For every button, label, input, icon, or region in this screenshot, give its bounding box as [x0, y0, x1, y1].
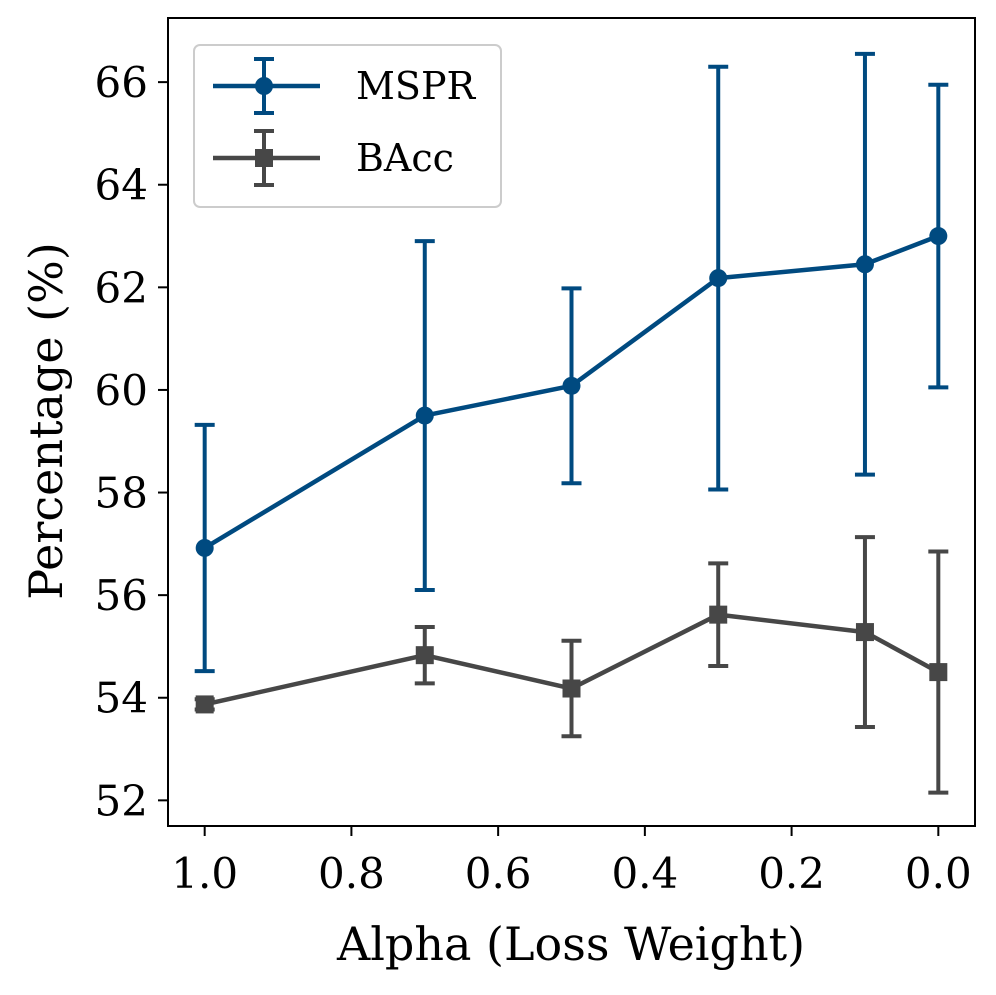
x-tick-label: 0.4 — [611, 849, 678, 898]
x-tick-label: 0.2 — [758, 849, 825, 898]
x-tick-label: 1.0 — [171, 849, 238, 898]
x-tick-label: 0.6 — [465, 849, 532, 898]
series-line — [203, 233, 940, 550]
series-bacc — [194, 535, 949, 795]
data-point — [855, 623, 874, 642]
legend: MSPR BAcc — [193, 44, 502, 208]
data-point — [929, 663, 948, 682]
data-point — [415, 406, 434, 425]
y-axis-label: Percentage (%) — [19, 242, 73, 600]
x-tick-label: 0.0 — [905, 849, 972, 898]
series-mspr — [194, 51, 949, 674]
legend-marker — [255, 77, 273, 95]
y-tick-label: 66 — [95, 58, 148, 107]
legend-marker — [255, 149, 273, 167]
legend-label: BAcc — [356, 136, 454, 180]
axes: 1.0 0.8 0.6 0.4 0.2 0.0 52 54 56 58 60 62 64 66 — [95, 17, 976, 898]
y-tick-label: 62 — [95, 263, 148, 312]
x-axis-label: Alpha (Loss Weight) — [336, 917, 805, 971]
series-line — [204, 612, 940, 707]
y-tick-label: 60 — [95, 366, 148, 415]
y-tick-label: 54 — [95, 674, 148, 723]
data-point — [195, 538, 214, 557]
data-point — [709, 269, 728, 288]
legend-label: MSPR — [356, 64, 477, 108]
data-point — [709, 605, 728, 624]
data-point — [415, 646, 434, 665]
legend-item-mspr: MSPR — [213, 57, 477, 115]
y-tick-label: 56 — [95, 571, 148, 620]
data-point — [562, 679, 581, 698]
y-tick-label: 64 — [95, 161, 148, 210]
y-tick-label: 58 — [95, 469, 148, 518]
y-tick-label: 52 — [95, 776, 148, 825]
plot-frame — [167, 17, 976, 827]
data-point — [855, 255, 874, 274]
data-point — [562, 376, 581, 395]
data-point — [195, 695, 214, 714]
legend-item-bacc: BAcc — [213, 129, 454, 187]
x-tick-label: 0.8 — [318, 849, 385, 898]
data-point — [929, 227, 948, 246]
plot-area — [194, 51, 949, 795]
